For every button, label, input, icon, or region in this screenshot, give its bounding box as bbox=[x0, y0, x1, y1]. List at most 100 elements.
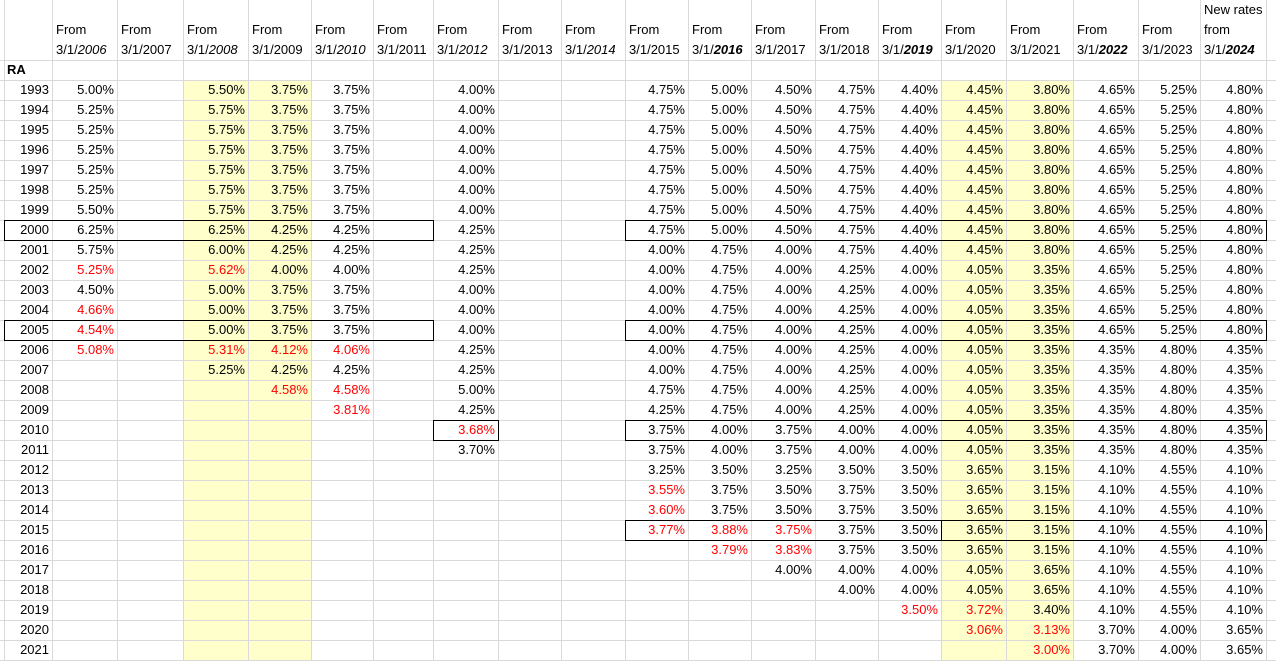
rate-cell[interactable]: 5.00% bbox=[458, 382, 495, 397]
rate-cell[interactable]: 5.75% bbox=[208, 142, 245, 157]
rate-cell[interactable]: 5.00% bbox=[77, 82, 114, 97]
rate-cell[interactable]: 4.05% bbox=[966, 442, 1003, 457]
rate-cell[interactable]: 4.25% bbox=[271, 222, 308, 237]
rate-cell[interactable]: 4.80% bbox=[1226, 162, 1263, 177]
rate-cell[interactable]: 6.25% bbox=[77, 222, 114, 237]
rate-cell[interactable]: 3.35% bbox=[1033, 362, 1070, 377]
rate-cell[interactable]: 4.10% bbox=[1098, 462, 1135, 477]
rate-cell[interactable]: 4.00% bbox=[458, 142, 495, 157]
rate-cell[interactable]: 4.55% bbox=[1160, 542, 1197, 557]
rate-cell[interactable]: 4.75% bbox=[838, 242, 875, 257]
rate-cell[interactable]: 4.65% bbox=[1098, 122, 1135, 137]
rate-cell[interactable]: 3.50% bbox=[901, 522, 938, 537]
rate-cell[interactable]: 3.75% bbox=[271, 142, 308, 157]
rate-cell[interactable]: 4.40% bbox=[901, 102, 938, 117]
rate-cell[interactable]: 5.25% bbox=[1160, 142, 1197, 157]
rate-cell[interactable]: 5.25% bbox=[77, 182, 114, 197]
rate-cell[interactable]: 3.35% bbox=[1033, 282, 1070, 297]
rate-cell[interactable]: 4.05% bbox=[966, 282, 1003, 297]
rate-cell[interactable]: 4.35% bbox=[1226, 422, 1263, 437]
rate-cell[interactable]: 3.80% bbox=[1033, 162, 1070, 177]
rate-cell[interactable]: 3.75% bbox=[838, 522, 875, 537]
rate-cell[interactable]: 3.35% bbox=[1033, 402, 1070, 417]
rate-cell[interactable]: 4.45% bbox=[966, 82, 1003, 97]
rate-cell[interactable]: 5.25% bbox=[1160, 302, 1197, 317]
rate-cell[interactable]: 3.75% bbox=[775, 422, 812, 437]
rate-cell[interactable]: 4.00% bbox=[458, 182, 495, 197]
rate-cell[interactable]: 4.00% bbox=[775, 262, 812, 277]
rate-cell[interactable]: 5.25% bbox=[1160, 162, 1197, 177]
rate-cell[interactable]: 4.40% bbox=[901, 222, 938, 237]
rate-cell[interactable]: 4.50% bbox=[775, 202, 812, 217]
rate-cell[interactable]: 4.50% bbox=[775, 142, 812, 157]
rate-cell[interactable]: 4.00% bbox=[458, 162, 495, 177]
rate-cell[interactable]: 4.05% bbox=[966, 262, 1003, 277]
rate-cell[interactable]: 3.75% bbox=[775, 442, 812, 457]
rate-cell[interactable]: 3.68% bbox=[458, 422, 495, 437]
rate-cell[interactable]: 4.10% bbox=[1098, 482, 1135, 497]
rate-cell[interactable]: 5.00% bbox=[208, 282, 245, 297]
rate-cell[interactable]: 3.75% bbox=[271, 282, 308, 297]
rate-cell[interactable]: 4.00% bbox=[901, 382, 938, 397]
rate-cell[interactable]: 5.62% bbox=[208, 262, 245, 277]
rate-cell[interactable]: 4.75% bbox=[648, 182, 685, 197]
rate-cell[interactable]: 4.00% bbox=[775, 282, 812, 297]
rate-cell[interactable]: 3.50% bbox=[711, 462, 748, 477]
rate-cell[interactable]: 4.65% bbox=[1098, 242, 1135, 257]
rate-cell[interactable]: 3.75% bbox=[838, 542, 875, 557]
rate-cell[interactable]: 3.40% bbox=[1033, 602, 1070, 617]
rate-cell[interactable]: 4.45% bbox=[966, 122, 1003, 137]
rate-cell[interactable]: 3.55% bbox=[648, 482, 685, 497]
rate-cell[interactable]: 3.75% bbox=[333, 122, 370, 137]
rate-cell[interactable]: 4.25% bbox=[458, 342, 495, 357]
rate-cell[interactable]: 4.35% bbox=[1226, 342, 1263, 357]
rate-cell[interactable]: 4.75% bbox=[648, 222, 685, 237]
rate-cell[interactable]: 3.75% bbox=[838, 502, 875, 517]
rate-cell[interactable]: 4.10% bbox=[1098, 562, 1135, 577]
rate-cell[interactable]: 3.50% bbox=[838, 462, 875, 477]
rate-cell[interactable]: 3.25% bbox=[648, 462, 685, 477]
rate-cell[interactable]: 6.25% bbox=[208, 222, 245, 237]
rate-cell[interactable]: 3.75% bbox=[648, 422, 685, 437]
rate-cell[interactable]: 4.25% bbox=[838, 402, 875, 417]
rate-cell[interactable]: 4.75% bbox=[648, 142, 685, 157]
rate-cell[interactable]: 4.05% bbox=[966, 302, 1003, 317]
rate-cell[interactable]: 4.10% bbox=[1226, 502, 1263, 517]
rate-cell[interactable]: 4.05% bbox=[966, 422, 1003, 437]
rate-cell[interactable]: 4.00% bbox=[838, 442, 875, 457]
rate-cell[interactable]: 4.65% bbox=[1098, 282, 1135, 297]
rate-cell[interactable]: 4.66% bbox=[77, 302, 114, 317]
rate-cell[interactable]: 4.00% bbox=[775, 402, 812, 417]
rate-cell[interactable]: 3.75% bbox=[271, 122, 308, 137]
rate-cell[interactable]: 4.40% bbox=[901, 142, 938, 157]
rate-cell[interactable]: 3.81% bbox=[333, 402, 370, 417]
rate-cell[interactable]: 4.12% bbox=[271, 342, 308, 357]
rate-cell[interactable]: 4.00% bbox=[901, 582, 938, 597]
rate-cell[interactable]: 4.25% bbox=[458, 222, 495, 237]
rate-cell[interactable]: 4.10% bbox=[1226, 562, 1263, 577]
rate-cell[interactable]: 4.58% bbox=[333, 382, 370, 397]
rate-cell[interactable]: 4.80% bbox=[1226, 222, 1263, 237]
rate-cell[interactable]: 4.45% bbox=[966, 142, 1003, 157]
rate-cell[interactable]: 4.05% bbox=[966, 382, 1003, 397]
rate-cell[interactable]: 4.10% bbox=[1226, 542, 1263, 557]
rate-cell[interactable]: 4.75% bbox=[711, 242, 748, 257]
rate-cell[interactable]: 3.75% bbox=[711, 482, 748, 497]
rate-cell[interactable]: 4.00% bbox=[271, 262, 308, 277]
rate-cell[interactable]: 4.00% bbox=[901, 442, 938, 457]
rate-cell[interactable]: 4.75% bbox=[838, 202, 875, 217]
rate-cell[interactable]: 3.80% bbox=[1033, 102, 1070, 117]
rate-cell[interactable]: 4.75% bbox=[711, 382, 748, 397]
rate-cell[interactable]: 4.10% bbox=[1098, 542, 1135, 557]
rate-cell[interactable]: 3.15% bbox=[1033, 482, 1070, 497]
rate-cell[interactable]: 3.50% bbox=[775, 502, 812, 517]
rate-cell[interactable]: 4.00% bbox=[775, 382, 812, 397]
rate-cell[interactable]: 3.06% bbox=[966, 622, 1003, 637]
rate-cell[interactable]: 4.10% bbox=[1098, 582, 1135, 597]
rate-cell[interactable]: 5.25% bbox=[1160, 102, 1197, 117]
rate-cell[interactable]: 5.00% bbox=[711, 182, 748, 197]
rate-cell[interactable]: 4.25% bbox=[458, 402, 495, 417]
rate-cell[interactable]: 3.25% bbox=[775, 462, 812, 477]
rate-cell[interactable]: 4.55% bbox=[1160, 502, 1197, 517]
rate-cell[interactable]: 4.54% bbox=[77, 322, 114, 337]
